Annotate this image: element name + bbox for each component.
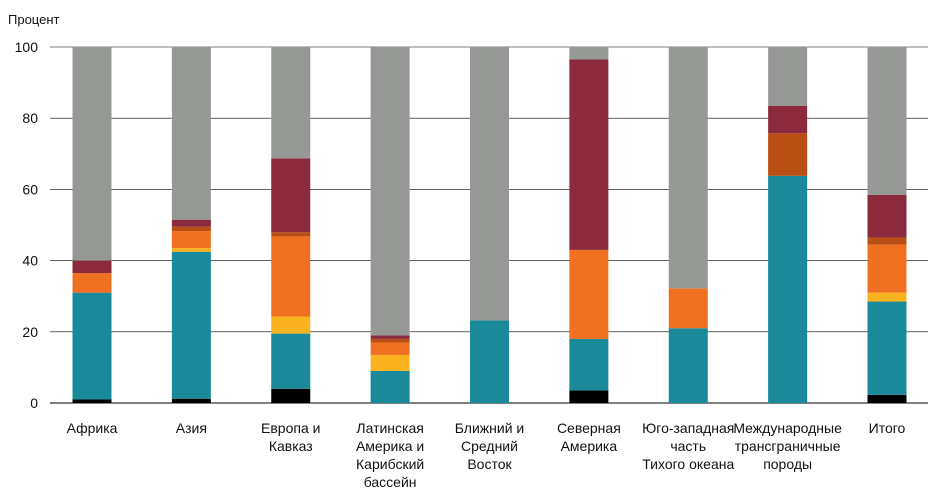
category-label-line: Тихого океана bbox=[642, 456, 734, 472]
y-tick-label: 40 bbox=[22, 253, 38, 269]
category-label-line: Америка и bbox=[356, 438, 424, 454]
category-label-line: Европа и bbox=[261, 420, 320, 436]
bar-segment bbox=[867, 292, 907, 302]
y-tick-labels: 0 20 40 60 80 100 bbox=[15, 39, 39, 411]
bar-segment bbox=[370, 370, 410, 403]
y-axis-label: Процент bbox=[8, 12, 60, 27]
category-label: Юго-западная часть Тихого океана bbox=[642, 420, 734, 472]
bar-segment bbox=[867, 244, 907, 293]
y-tick-label: 0 bbox=[30, 395, 38, 411]
category-label-line: Международные bbox=[733, 420, 842, 436]
bar-segment bbox=[470, 320, 509, 403]
category-label: Африка bbox=[67, 420, 118, 436]
category-label-line: часть bbox=[670, 438, 706, 454]
bar-segment bbox=[271, 316, 311, 334]
category-label-line: Америка bbox=[561, 438, 618, 454]
category-label-line: породы bbox=[763, 456, 812, 472]
category-label: Итого bbox=[869, 420, 906, 436]
bar-segment bbox=[271, 232, 311, 237]
y-tick-label: 80 bbox=[22, 110, 38, 126]
category-label-line: Юго-западная bbox=[642, 420, 734, 436]
category-label-line: Латинская bbox=[356, 420, 423, 436]
bar-segment bbox=[867, 194, 907, 238]
bar-segment bbox=[171, 251, 211, 399]
category-label: Азия bbox=[176, 420, 207, 436]
category-label-line: Средний bbox=[461, 438, 518, 454]
category-label-line: Карибский bbox=[356, 456, 424, 472]
bar-segment bbox=[72, 260, 112, 274]
bar-segment bbox=[668, 288, 708, 329]
bar-segment bbox=[171, 248, 211, 252]
bar-segment bbox=[271, 158, 311, 233]
bar-segment bbox=[72, 47, 112, 261]
bar-segment bbox=[171, 231, 211, 249]
bar-segment bbox=[72, 399, 112, 403]
bar-segment bbox=[569, 390, 609, 403]
bar-segment bbox=[668, 47, 708, 289]
bar-segment bbox=[171, 398, 211, 403]
bar-segment bbox=[569, 249, 609, 339]
bar-segment bbox=[271, 388, 311, 403]
category-labels: Африка Азия Европа и Кавказ Латинская Америка… bbox=[67, 420, 906, 490]
category-label: Ближний и Средний Восток bbox=[455, 420, 524, 472]
category-label: Латинская Америка и Карибский бассейн bbox=[356, 420, 424, 490]
bar-segment bbox=[72, 273, 112, 293]
category-label-line: трансграничные bbox=[735, 438, 841, 454]
category-label-line: бассейн bbox=[364, 474, 417, 490]
bar-segment bbox=[370, 47, 410, 336]
bar-segment bbox=[569, 47, 609, 60]
bar-segment bbox=[867, 237, 907, 245]
category-label-line: Африка bbox=[67, 420, 118, 436]
bar-segment bbox=[171, 47, 211, 220]
bar-segment bbox=[171, 226, 211, 232]
category-label-line: Ближний и bbox=[455, 420, 524, 436]
y-tick-label: 60 bbox=[22, 181, 38, 197]
bar-segment bbox=[271, 333, 311, 389]
bar-segment bbox=[867, 301, 907, 395]
bar-segment bbox=[370, 354, 410, 371]
bar-segment bbox=[370, 338, 410, 343]
bar-segment bbox=[370, 342, 410, 355]
category-label-line: Восток bbox=[467, 456, 512, 472]
bar-segment bbox=[768, 105, 808, 134]
bar-segment bbox=[768, 175, 808, 403]
category-label-line: Кавказ bbox=[269, 438, 313, 454]
bar-segment bbox=[171, 219, 211, 227]
bar-segment bbox=[867, 47, 907, 195]
category-label-line: Азия bbox=[176, 420, 207, 436]
bar-segment bbox=[470, 47, 509, 321]
bar-segment bbox=[271, 47, 311, 159]
category-label-line: Северная bbox=[557, 420, 621, 436]
bar-segment bbox=[370, 335, 410, 339]
bar-segment bbox=[72, 292, 112, 400]
bar-segment bbox=[271, 236, 311, 317]
bar-segment bbox=[768, 47, 808, 106]
category-label: Международные трансграничные породы bbox=[733, 420, 842, 472]
bar-segment bbox=[668, 328, 708, 403]
bar-segment bbox=[569, 338, 609, 391]
category-label: Европа и Кавказ bbox=[261, 420, 320, 454]
bar-segment bbox=[867, 394, 907, 403]
bar-segment bbox=[768, 133, 808, 176]
y-tick-label: 100 bbox=[15, 39, 39, 55]
y-tick-label: 20 bbox=[22, 324, 38, 340]
bars bbox=[72, 47, 907, 403]
bar-segment bbox=[569, 59, 609, 250]
category-label-line: Итого bbox=[869, 420, 906, 436]
category-label: Северная Америка bbox=[557, 420, 621, 454]
